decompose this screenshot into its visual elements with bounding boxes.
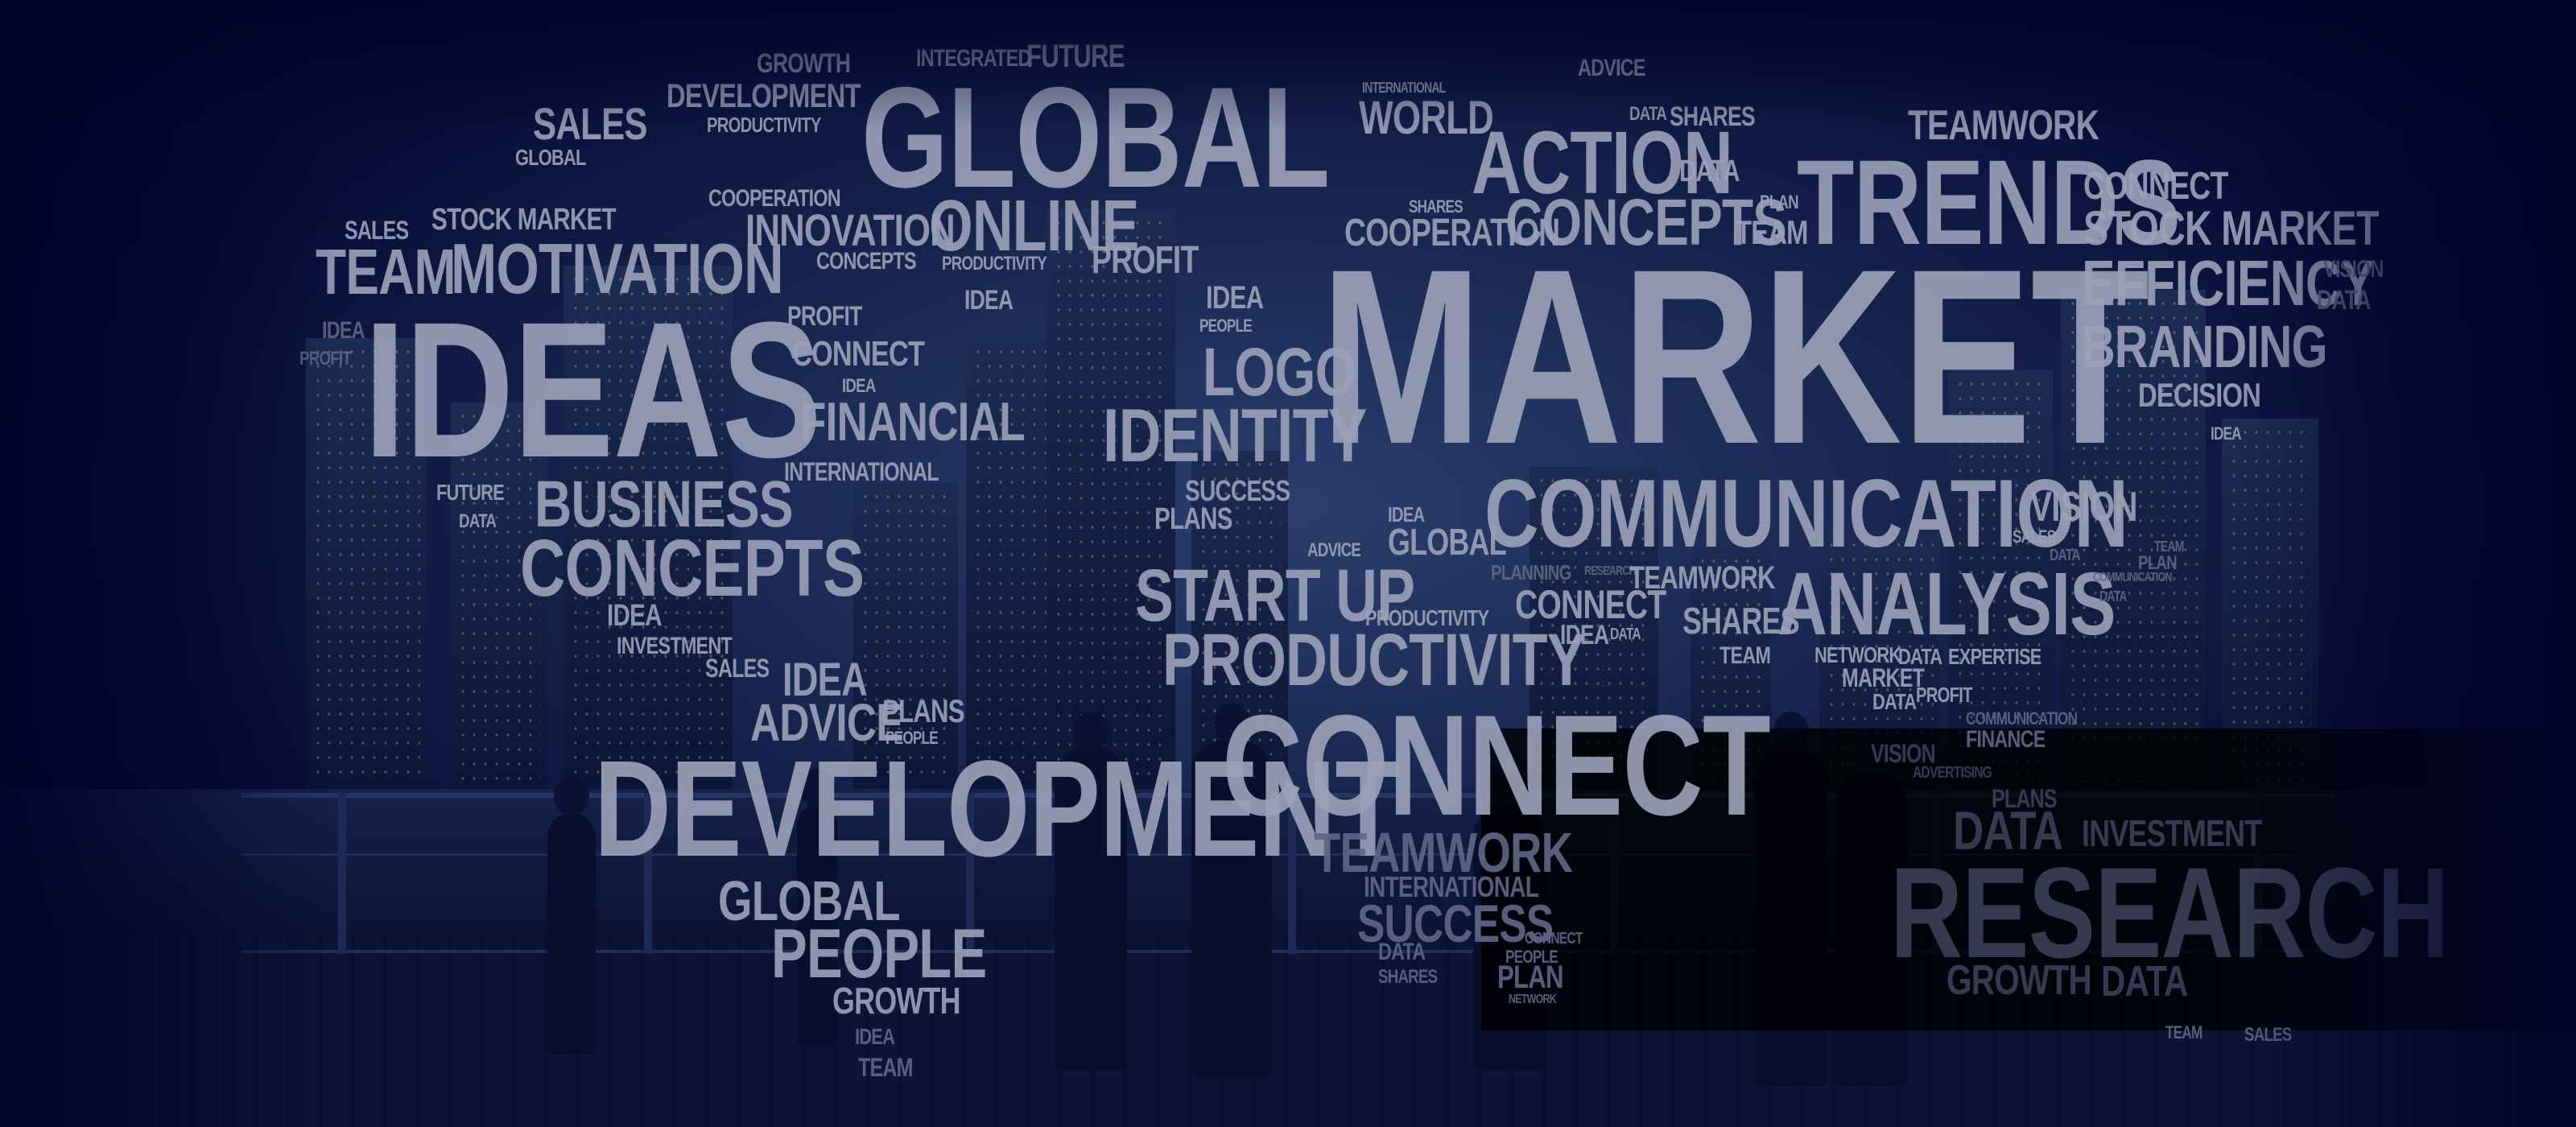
word: IDEA bbox=[607, 599, 662, 633]
word: PROFIT bbox=[787, 301, 862, 332]
word: DATA bbox=[1378, 939, 1426, 965]
word: MARKET bbox=[1320, 217, 2149, 496]
word: PLAN bbox=[1497, 960, 1564, 995]
word: ADVERTISING bbox=[1913, 764, 1992, 782]
word: MARKET bbox=[1842, 663, 1925, 692]
word: PLANS bbox=[1154, 502, 1232, 536]
building bbox=[1046, 209, 1175, 789]
word: ANALYSIS bbox=[1777, 555, 2116, 654]
word: SALES bbox=[2244, 1024, 2292, 1046]
word: IDEAS bbox=[364, 282, 822, 497]
word: IDEA bbox=[855, 1024, 895, 1049]
word: DATA bbox=[2317, 285, 2371, 316]
word: IDEA bbox=[964, 285, 1013, 316]
word: TEAM bbox=[1719, 642, 1771, 669]
word: FINANCE bbox=[1966, 726, 2046, 753]
word: PEOPLE bbox=[1199, 316, 1253, 336]
word: DEVELOPMENT bbox=[594, 733, 1401, 886]
word: PRODUCTIVITY bbox=[942, 253, 1047, 275]
word: DECISION bbox=[2138, 376, 2261, 414]
word: TEAM bbox=[858, 1053, 913, 1082]
word: CONNECT bbox=[1525, 930, 1583, 947]
word: GROWTH bbox=[757, 48, 851, 79]
word: COMMUNICATION bbox=[1966, 708, 2078, 729]
word: SHARES bbox=[1682, 600, 1800, 642]
word: FINANCIAL bbox=[800, 391, 1026, 452]
word: CONNECT bbox=[2083, 165, 2228, 208]
word: COMMUNICATION bbox=[2093, 571, 2173, 584]
word: SHARES bbox=[1378, 966, 1438, 988]
word: EXPERTISE bbox=[1948, 644, 2041, 669]
word: DATA bbox=[1872, 689, 1917, 714]
word: VISION bbox=[2030, 484, 2138, 530]
word: TEAM bbox=[2165, 1022, 2202, 1042]
word: SUCCESS bbox=[1185, 474, 1290, 507]
word: IDEA bbox=[2211, 423, 2242, 444]
word: CONCEPTS bbox=[520, 523, 865, 613]
word: DATA bbox=[1679, 155, 1740, 188]
word: PEOPLE bbox=[771, 915, 987, 993]
word: DATA bbox=[2099, 588, 2128, 605]
walking-person bbox=[547, 776, 596, 1055]
word: VISION bbox=[1871, 739, 1936, 768]
word: DATA bbox=[2101, 957, 2188, 1005]
word: SALES bbox=[533, 98, 648, 149]
word: IDEA bbox=[1206, 280, 1264, 316]
word: INTERNATIONAL bbox=[784, 457, 939, 486]
word: PRODUCTIVITY bbox=[707, 113, 821, 137]
word: BRANDING bbox=[2082, 313, 2328, 380]
word: PROFIT bbox=[299, 348, 352, 369]
railing-post bbox=[338, 793, 346, 954]
word: IDENTITY bbox=[1103, 393, 1368, 477]
word: DEVELOPMENT bbox=[667, 76, 861, 114]
word: PLANNING bbox=[1491, 560, 1571, 584]
word: DATA bbox=[1610, 625, 1641, 643]
word: GROWTH bbox=[1946, 957, 2092, 1004]
word: SALES bbox=[2013, 526, 2056, 547]
word: GROWTH bbox=[832, 980, 961, 1022]
word: CONCEPTS bbox=[816, 248, 917, 275]
word: ADVICE bbox=[1578, 55, 1646, 81]
word: FUTURE bbox=[436, 480, 505, 505]
word: PROFIT bbox=[1916, 683, 1972, 707]
word: RESEARCH bbox=[1584, 564, 1637, 578]
word: DATA bbox=[459, 510, 497, 532]
word: PROFIT bbox=[1092, 239, 1199, 282]
word: CONNECT bbox=[792, 334, 925, 374]
word: IDEA bbox=[322, 317, 365, 344]
word: NETWORK bbox=[1509, 993, 1557, 1006]
word: GLOBAL bbox=[515, 145, 586, 170]
word: VISION bbox=[2323, 256, 2384, 283]
word: PLANS bbox=[882, 694, 965, 729]
word: SALES bbox=[705, 654, 770, 683]
